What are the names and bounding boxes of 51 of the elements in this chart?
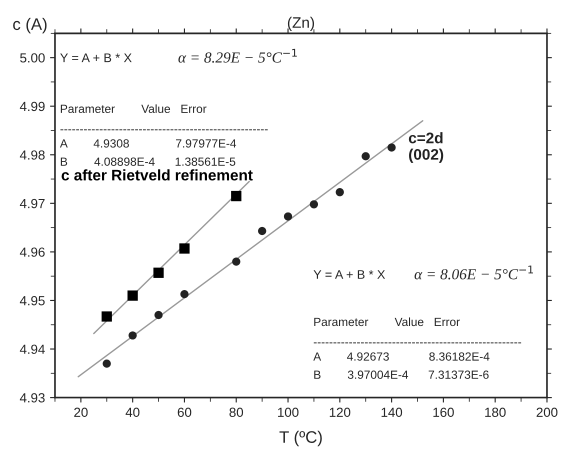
point [128,331,137,340]
annotation: A 4.9308 7.97977E-4 [60,139,236,148]
y-tick-label: 5.00 [20,53,45,63]
point [310,200,318,208]
annotation: Y = A + B * X [314,270,386,279]
point [154,310,163,320]
x-tick-label: 140 [382,408,402,418]
point [102,311,112,322]
annotation: Y = A + B * X [60,53,132,62]
annotation: α = 8.29E − 5°C$^{−1}$ [178,48,297,63]
point [180,290,189,298]
annotation: ----------------------------------------------------- [314,342,522,344]
y-tick-label: 4.97 [20,198,45,208]
point [362,152,370,160]
x-tick-label: 100 [278,408,299,418]
point [231,190,242,202]
y-axis-title: c (A) [13,18,47,34]
annotation: α = 8.06E − 5°C$^{−1}$ [414,266,533,280]
point [258,226,266,236]
annotation: B 4.08898E-4 1.38561E-5 [60,157,236,166]
chart-title: (Zn) [288,16,314,31]
y-tick-label: 4.93 [20,393,45,402]
y-tick-label: 4.95 [20,296,45,306]
x-tick-label: 200 [536,408,558,418]
x-tick-label: 60 [178,408,192,418]
x-tick-label: 20 [74,408,88,418]
point [232,258,240,266]
x-tick-label: 180 [485,408,506,418]
x-axis-title: T (ºC) [279,430,322,446]
y-tick-label: 4.98 [20,150,45,160]
point [102,359,111,368]
annotation: A 4.92673 8.36182E-4 [313,352,490,361]
x-tick-label: 120 [330,408,350,418]
series-label: c=2d (002) [408,132,444,163]
annotation: ----------------------------------------------------- [60,129,268,130]
point [179,243,190,254]
point [284,212,292,221]
annotation: B 3.97004E-4 7.31373E-6 [314,370,489,379]
x-tick-label: 80 [229,408,244,418]
y-tick-label: 4.94 [20,344,45,354]
y-tick-label: 4.99 [20,102,45,112]
point [388,143,396,152]
point [336,188,344,196]
y-tick-label: 4.96 [20,247,45,257]
series-label: c after Rietveld refinement [62,169,253,181]
x-tick-label: 160 [433,408,454,418]
annotation: Parameter Value Error [314,317,460,326]
point [153,268,164,278]
annotation: Parameter Value Error [60,104,206,114]
x-tick-label: 40 [126,408,140,418]
point [128,290,138,301]
